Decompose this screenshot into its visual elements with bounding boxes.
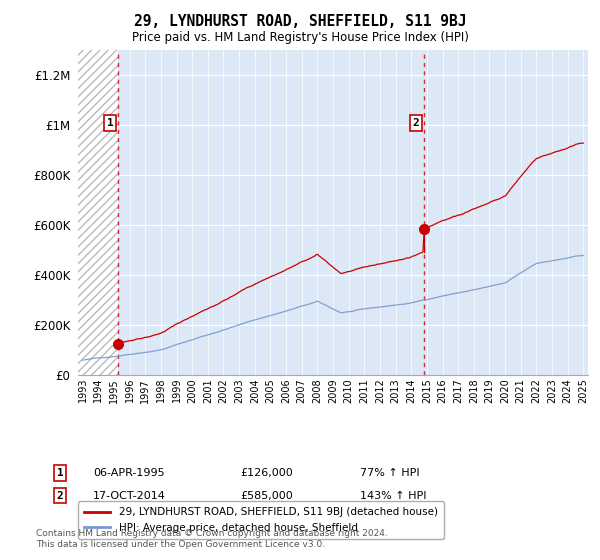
Text: 1: 1 (56, 468, 64, 478)
Text: 77% ↑ HPI: 77% ↑ HPI (360, 468, 419, 478)
Text: 143% ↑ HPI: 143% ↑ HPI (360, 491, 427, 501)
Bar (75, 50, 118, 375)
Text: £585,000: £585,000 (240, 491, 293, 501)
Text: 29, LYNDHURST ROAD, SHEFFIELD, S11 9BJ: 29, LYNDHURST ROAD, SHEFFIELD, S11 9BJ (134, 14, 466, 29)
Text: Price paid vs. HM Land Registry's House Price Index (HPI): Price paid vs. HM Land Registry's House … (131, 31, 469, 44)
Legend: 29, LYNDHURST ROAD, SHEFFIELD, S11 9BJ (detached house), HPI: Average price, det: 29, LYNDHURST ROAD, SHEFFIELD, S11 9BJ (… (78, 501, 444, 539)
Text: Contains HM Land Registry data © Crown copyright and database right 2024.
This d: Contains HM Land Registry data © Crown c… (36, 529, 388, 549)
Text: 06-APR-1995: 06-APR-1995 (93, 468, 164, 478)
Text: 1: 1 (107, 118, 113, 128)
Text: 17-OCT-2014: 17-OCT-2014 (93, 491, 166, 501)
Text: 2: 2 (56, 491, 64, 501)
Text: £126,000: £126,000 (240, 468, 293, 478)
Text: 2: 2 (412, 118, 419, 128)
